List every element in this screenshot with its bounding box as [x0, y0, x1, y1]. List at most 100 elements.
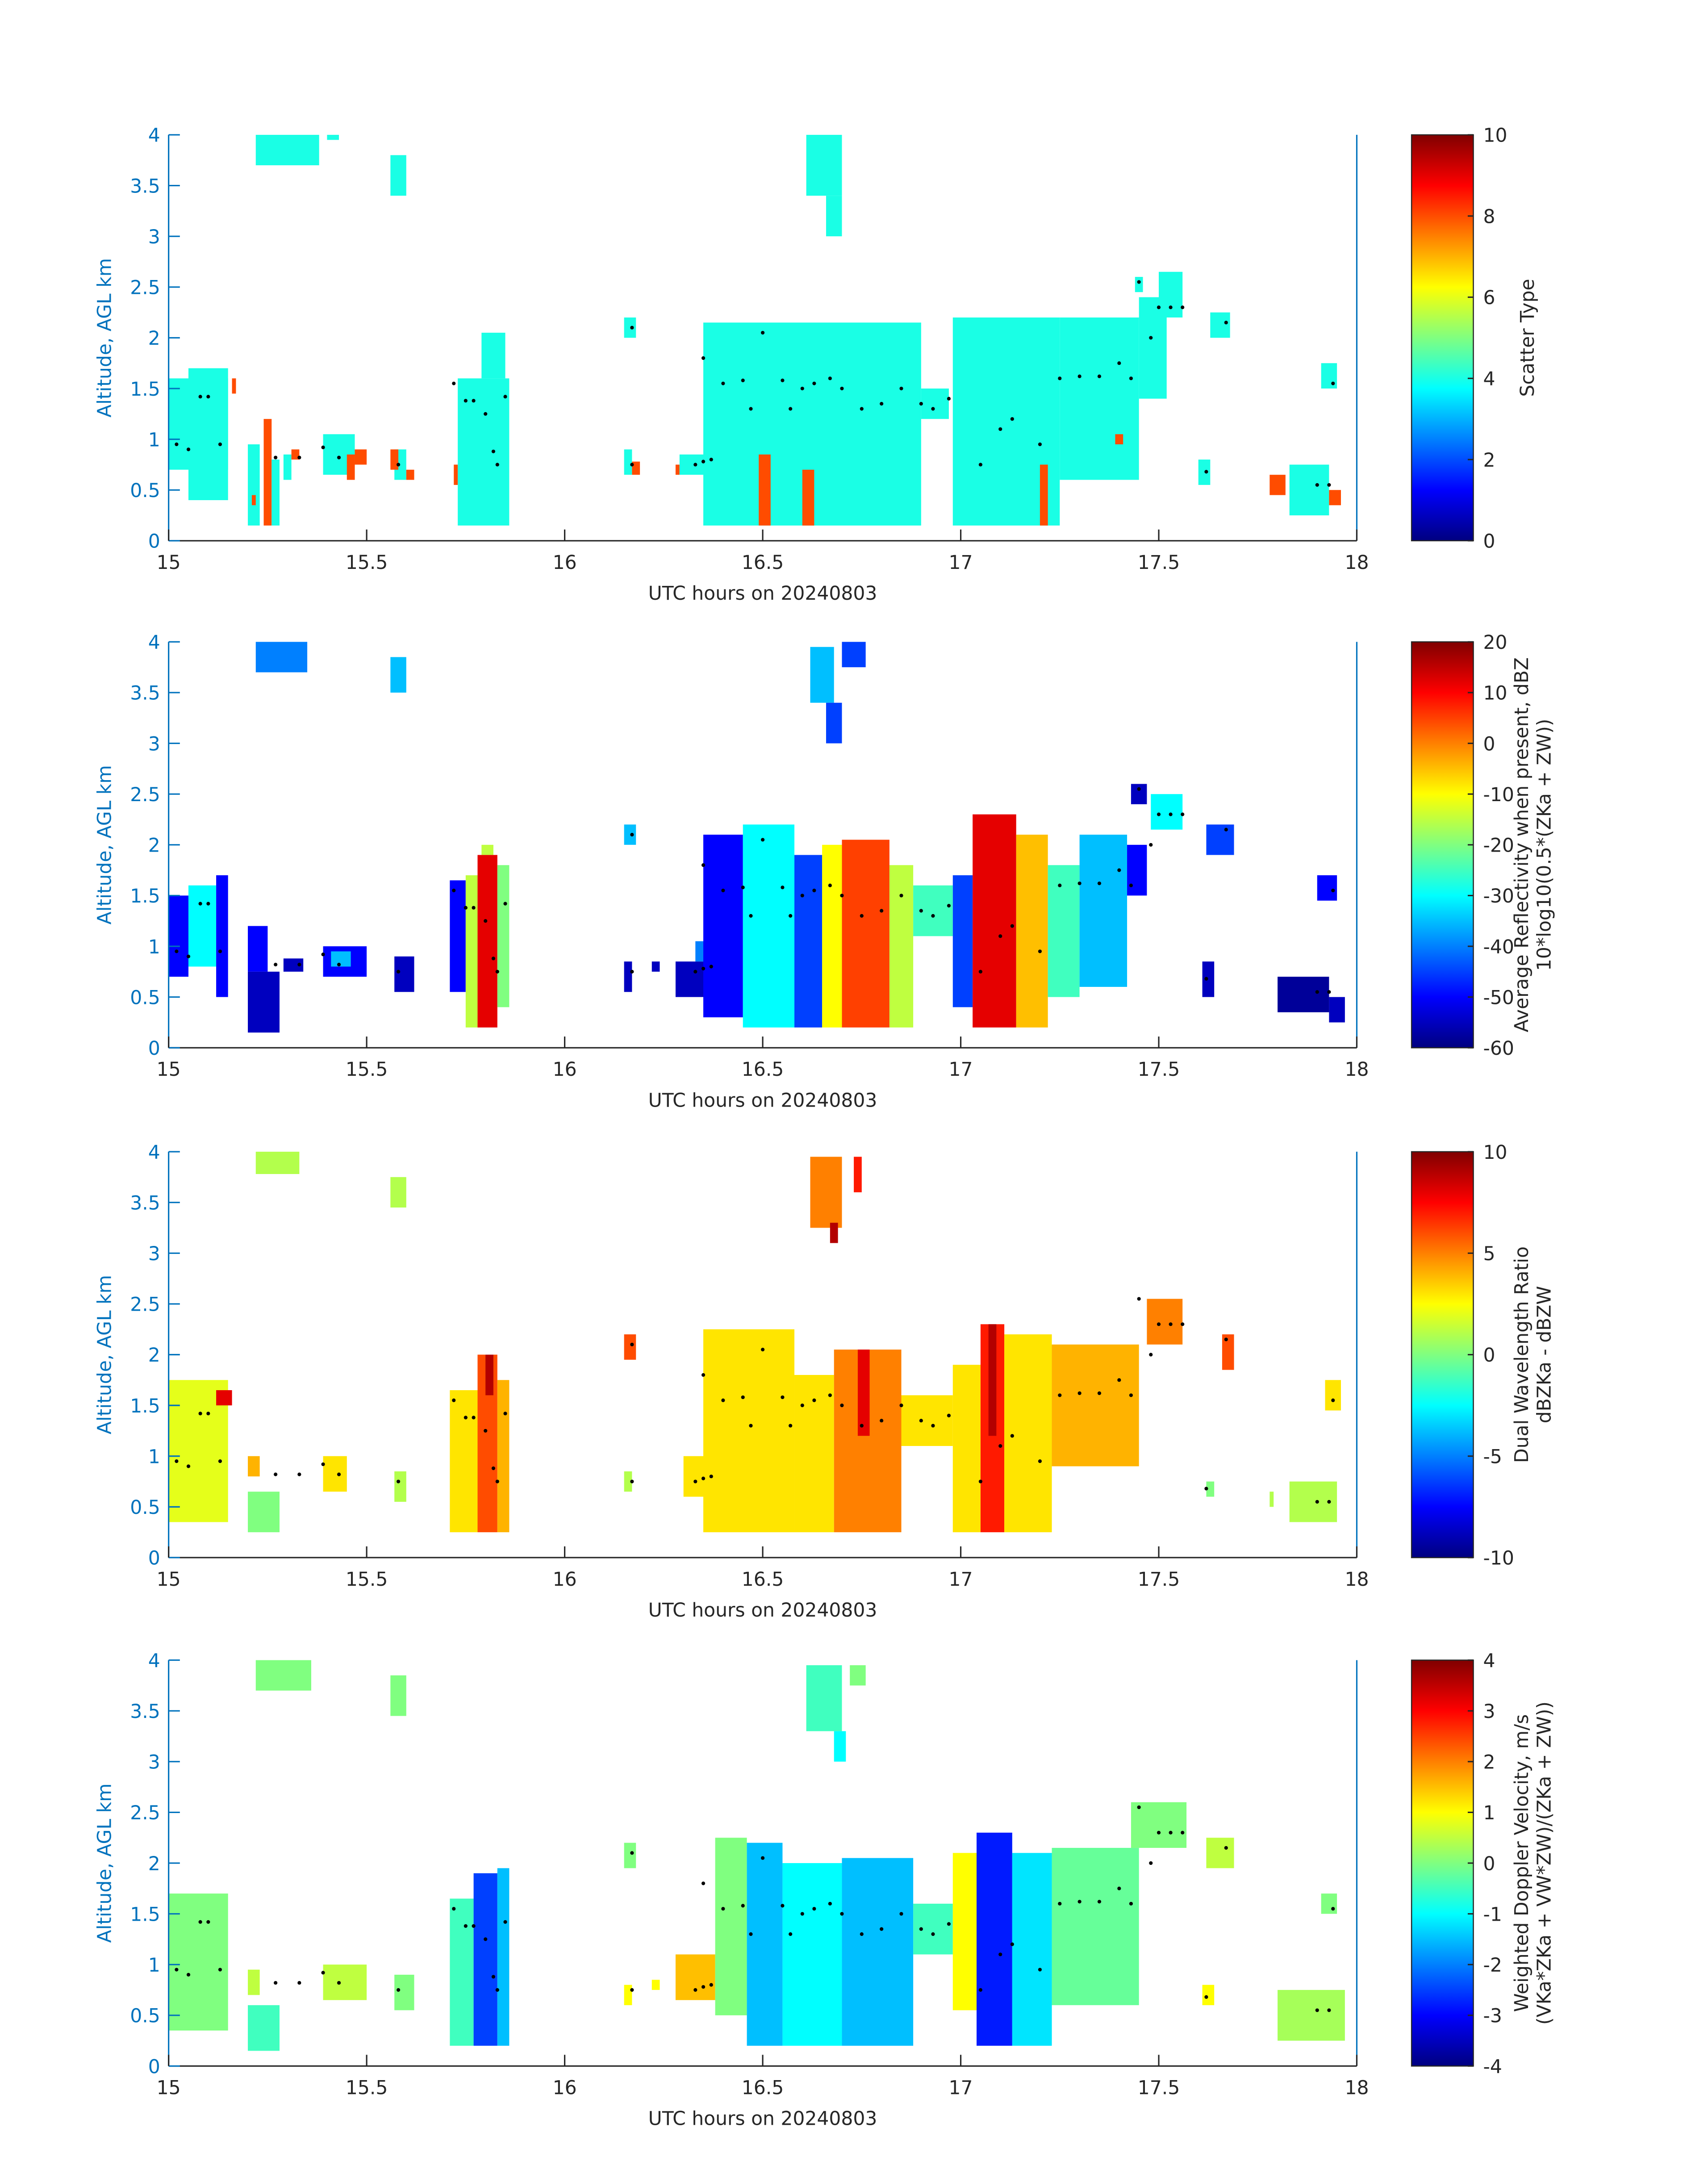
- colorbar-tick-label: 2: [1483, 1752, 1495, 1774]
- heatmap-cell: [390, 1675, 406, 1716]
- y-tick-label: 2.5: [130, 277, 160, 299]
- marker-dot: [721, 1398, 725, 1402]
- marker-dot: [1169, 812, 1173, 816]
- heatmap-cell: [168, 1893, 228, 2031]
- heatmap-cell: [263, 419, 272, 526]
- marker-dot: [452, 1907, 456, 1911]
- marker-dot: [1149, 1861, 1153, 1865]
- heatmap-cell: [826, 196, 842, 237]
- marker-dot: [880, 1927, 884, 1931]
- marker-dot: [321, 953, 325, 957]
- y-tick-label: 4: [148, 1142, 160, 1164]
- heatmap-cell: [1210, 312, 1230, 338]
- marker-dot: [218, 1459, 222, 1463]
- marker-dot: [1204, 1995, 1208, 1999]
- heatmap-cell: [810, 647, 834, 703]
- marker-dot: [812, 1907, 816, 1911]
- marker-dot: [693, 1988, 697, 1992]
- x-axis-label: UTC hours on 20240803: [648, 1090, 877, 1111]
- marker-dot: [781, 378, 785, 382]
- colorbar-tick-label: -10: [1483, 784, 1514, 806]
- heatmap-cell: [454, 464, 458, 485]
- marker-dot: [1327, 1500, 1331, 1504]
- colorbar-tick-label: 20: [1483, 632, 1508, 654]
- heatmap-cell: [390, 449, 399, 470]
- marker-dot: [206, 902, 210, 906]
- heatmap-cell: [1317, 875, 1337, 901]
- marker-dot: [175, 949, 179, 953]
- marker-dot: [1010, 924, 1014, 928]
- marker-dot: [880, 909, 884, 913]
- colorbar-label: 10*log10(0.5*(ZKa + ZW)): [1534, 719, 1556, 971]
- marker-dot: [1331, 1907, 1335, 1911]
- heatmap-cell: [347, 454, 355, 480]
- marker-dot: [789, 407, 793, 411]
- marker-dot: [175, 1968, 179, 1972]
- colorbar-tick-label: -5: [1483, 1446, 1502, 1468]
- marker-dot: [1327, 990, 1331, 994]
- marker-dot: [186, 1464, 191, 1468]
- marker-dot: [452, 888, 456, 893]
- marker-dot: [998, 1952, 1002, 1956]
- y-tick-label: 2: [148, 328, 160, 350]
- x-tick-label: 16.5: [742, 1569, 784, 1591]
- marker-dot: [721, 888, 725, 893]
- heatmap-cell: [675, 1954, 715, 2000]
- marker-dot: [495, 1988, 499, 1992]
- colorbar-tick-label: 10: [1483, 125, 1508, 147]
- heatmap-cell: [624, 824, 636, 845]
- heatmap-cell: [355, 449, 367, 465]
- heatmap-cell: [216, 1390, 232, 1406]
- marker-dot: [1315, 483, 1319, 487]
- heatmap-cell: [406, 469, 414, 480]
- marker-dot: [1181, 1830, 1185, 1834]
- marker-dot: [840, 894, 844, 898]
- x-tick-label: 18: [1345, 552, 1369, 574]
- marker-dot: [1204, 1487, 1208, 1491]
- marker-dot: [860, 407, 864, 411]
- y-tick-label: 1.5: [130, 1396, 160, 1417]
- marker-dot: [1149, 336, 1153, 340]
- marker-dot: [484, 1429, 488, 1433]
- heatmap-cell: [450, 880, 466, 992]
- y-tick-label: 2: [148, 835, 160, 857]
- heatmap-cell: [759, 454, 771, 526]
- marker-dot: [701, 356, 706, 360]
- heatmap-cell: [675, 464, 680, 475]
- y-tick-label: 2.5: [130, 1802, 160, 1824]
- marker-dot: [1327, 2008, 1331, 2012]
- colorbar-tick-label: 10: [1483, 683, 1508, 705]
- x-tick-label: 16: [553, 2077, 577, 2099]
- colorbar-tick-label: 5: [1483, 1243, 1495, 1265]
- heatmap-cell: [248, 1969, 260, 1995]
- marker-dot: [206, 395, 210, 399]
- marker-dot: [760, 330, 765, 335]
- heatmap-cell: [810, 1157, 842, 1228]
- marker-dot: [472, 906, 476, 910]
- heatmap-cell: [782, 1863, 842, 2046]
- y-tick-label: 2.5: [130, 1294, 160, 1316]
- heatmap-cell: [826, 702, 842, 744]
- x-tick-label: 16.5: [742, 1059, 784, 1081]
- marker-dot: [218, 949, 222, 953]
- marker-dot: [1058, 883, 1062, 887]
- marker-dot: [812, 888, 816, 893]
- heatmap-cell: [889, 865, 914, 1028]
- marker-dot: [321, 445, 325, 449]
- heatmap-cell: [624, 1471, 632, 1492]
- marker-dot: [503, 395, 507, 399]
- marker-dot: [337, 962, 341, 967]
- marker-dot: [274, 1472, 278, 1476]
- marker-dot: [1097, 1391, 1102, 1395]
- x-tick-label: 15: [157, 2077, 181, 2099]
- y-tick-label: 3: [148, 1243, 160, 1265]
- heatmap-cell: [458, 378, 509, 526]
- marker-dot: [1157, 1830, 1161, 1834]
- heatmap-cell: [1270, 1492, 1274, 1507]
- marker-dot: [198, 1412, 202, 1416]
- x-tick-label: 17: [949, 2077, 973, 2099]
- marker-dot: [749, 1424, 753, 1428]
- marker-dot: [297, 962, 301, 967]
- x-tick-label: 16: [553, 1059, 577, 1081]
